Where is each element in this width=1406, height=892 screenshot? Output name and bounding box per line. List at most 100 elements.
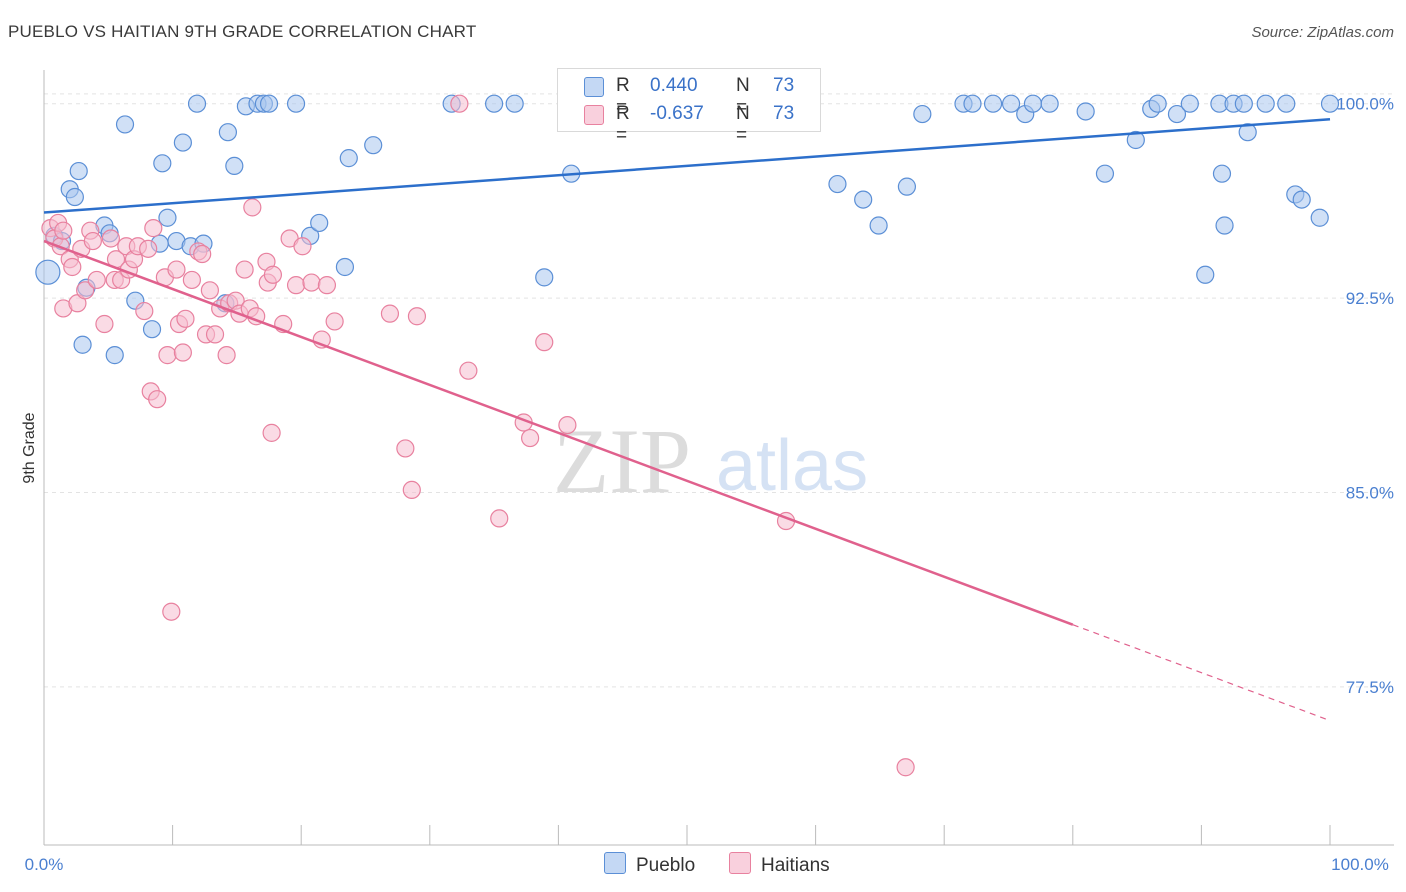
pueblo-point-46 xyxy=(963,94,982,113)
x-tick-labels: 0.0% 100.0% xyxy=(25,855,1389,874)
haitians-point-56 xyxy=(286,276,306,295)
haitians-point-58 xyxy=(302,273,321,292)
haitians-point-72 xyxy=(558,416,577,435)
pueblo-point-36 xyxy=(485,94,504,113)
source-label: Source: ZipAtlas.com xyxy=(1251,24,1394,41)
pueblo-point-53 xyxy=(1095,164,1115,183)
pueblo-point-51 xyxy=(1040,94,1059,113)
pueblo-r-value: 0.440 xyxy=(650,75,698,96)
grid-lines xyxy=(44,93,1394,688)
haitians-point-60 xyxy=(317,276,337,295)
haitians-point-40 xyxy=(205,325,225,344)
haitians-point-24 xyxy=(139,239,158,258)
haitians-point-7 xyxy=(63,257,82,277)
haitians-point-71 xyxy=(535,333,554,352)
pueblo-point-6 xyxy=(73,335,92,354)
pueblo-point-38 xyxy=(535,268,554,287)
haitians-point-64 xyxy=(402,480,421,499)
haitians-point-29 xyxy=(158,346,177,365)
pueblo-point-48 xyxy=(1001,94,1021,113)
pueblo-point-10 xyxy=(105,346,124,365)
haitians-n-label: N = xyxy=(736,103,750,146)
pueblo-point-44 xyxy=(913,104,932,124)
pueblo-point-18 xyxy=(173,133,192,152)
pueblo-point-62 xyxy=(1215,216,1234,235)
pueblo-point-58 xyxy=(1180,94,1199,113)
pueblo-point-40 xyxy=(828,174,847,194)
pueblo-point-50 xyxy=(1023,94,1043,113)
haitians-point-37 xyxy=(193,244,212,264)
pueblo-point-71 xyxy=(1320,94,1340,113)
pueblo-point-70 xyxy=(1310,208,1329,227)
data-points xyxy=(35,94,1340,777)
haitians-point-74 xyxy=(896,758,915,777)
pueblo-point-56 xyxy=(1148,94,1167,113)
haitians-point-53 xyxy=(263,265,283,284)
pueblo-point-47 xyxy=(983,94,1003,113)
haitians-point-63 xyxy=(396,439,415,458)
pueblo-swatch xyxy=(584,77,604,97)
haitians-point-70 xyxy=(521,428,540,448)
pueblo-trend-line xyxy=(43,118,1331,214)
haitians-point-42 xyxy=(217,346,236,365)
y-tick-label-1: 85.0% xyxy=(1346,483,1394,502)
pueblo-point-61 xyxy=(1212,164,1232,183)
y-tick-label-0: 77.5% xyxy=(1346,678,1394,697)
bottom-legend-haitians: Haitians xyxy=(729,852,830,877)
haitians-point-23 xyxy=(135,301,154,321)
pueblo-point-13 xyxy=(142,320,162,339)
haitians-point-39 xyxy=(200,281,219,300)
pueblo-r-label: R = xyxy=(616,75,630,118)
haitians-point-61 xyxy=(325,312,344,331)
haitians-point-33 xyxy=(173,343,192,362)
pueblo-point-69 xyxy=(1292,190,1311,209)
pueblo-point-54 xyxy=(1126,130,1145,150)
pueblo-point-0 xyxy=(35,259,61,285)
haitians-point-68 xyxy=(490,509,509,528)
pueblo-n-label: N = xyxy=(736,75,750,118)
pueblo-point-67 xyxy=(1277,94,1296,113)
pueblo-point-34 xyxy=(364,136,383,155)
pueblo-point-4 xyxy=(65,187,84,207)
haitians-point-10 xyxy=(76,281,95,300)
pueblo-point-42 xyxy=(869,216,888,235)
haitians-point-65 xyxy=(407,307,427,326)
pueblo-point-23 xyxy=(218,123,237,142)
y-tick-label-2: 92.5% xyxy=(1346,289,1394,308)
x-tick-label-1: 100.0% xyxy=(1331,855,1389,874)
bottom-legend-haitians-swatch xyxy=(729,852,751,874)
pueblo-point-37 xyxy=(505,94,524,113)
haitians-point-67 xyxy=(459,361,478,380)
haitians-point-15 xyxy=(101,229,120,248)
haitians-point-27 xyxy=(148,390,167,409)
haitians-swatch xyxy=(584,105,604,125)
bottom-legend-pueblo-swatch xyxy=(604,852,626,874)
pueblo-point-15 xyxy=(153,154,172,173)
chart-title: PUEBLO VS HAITIAN 9TH GRADE CORRELATION … xyxy=(8,22,477,41)
haitians-trend-line xyxy=(43,239,1074,626)
haitians-point-12 xyxy=(83,231,102,251)
pueblo-point-11 xyxy=(115,115,135,134)
trend-lines xyxy=(43,118,1331,722)
pueblo-point-33 xyxy=(339,149,358,168)
haitians-point-35 xyxy=(182,270,201,290)
haitians-r-label: R = xyxy=(616,103,630,146)
watermark-atlas: atlas xyxy=(716,426,868,506)
pueblo-point-28 xyxy=(259,94,279,113)
haitians-r-value: -0.637 xyxy=(650,103,704,124)
haitians-point-14 xyxy=(95,314,114,334)
haitians-point-57 xyxy=(293,237,312,256)
haitians-point-34 xyxy=(176,309,195,328)
pueblo-point-5 xyxy=(69,161,88,181)
haitians-point-66 xyxy=(450,94,469,113)
haitians-point-46 xyxy=(235,260,254,279)
haitians-point-26 xyxy=(144,219,163,238)
pueblo-point-41 xyxy=(854,190,873,209)
pueblo-point-16 xyxy=(158,208,177,227)
haitians-point-62 xyxy=(380,304,400,323)
haitians-trend-extension xyxy=(1072,624,1331,722)
pueblo-point-65 xyxy=(1238,123,1257,142)
pueblo-point-31 xyxy=(310,213,329,233)
haitians-point-31 xyxy=(167,260,186,279)
